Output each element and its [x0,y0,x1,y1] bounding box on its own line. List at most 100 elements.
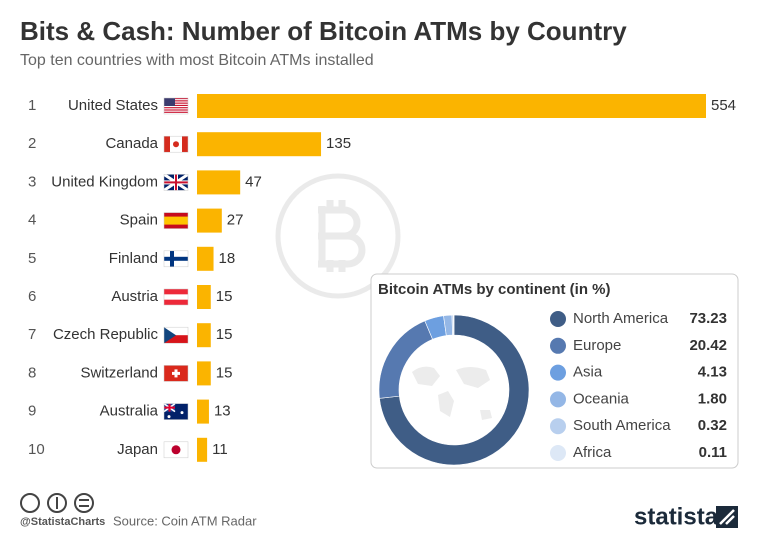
legend-label: South America [573,417,671,434]
value-label: 47 [245,173,262,190]
source: Source: Coin ATM Radar [113,513,257,528]
bar [197,285,211,309]
category-label: Czech Republic [53,326,159,343]
flag-part [164,406,175,409]
flag [163,441,189,459]
flag-part [164,111,188,113]
flag-border [163,365,189,382]
legend-label: Oceania [573,390,630,407]
rank-label: 4 [28,212,36,229]
flag-part [171,445,181,455]
bar [197,94,706,118]
flag [163,212,189,229]
value-label: 11 [212,441,228,458]
rank-label: 7 [28,326,36,343]
flag [163,365,189,382]
chart-title: Bits & Cash: Number of Bitcoin ATMs by C… [20,16,627,46]
flag-part [164,100,188,102]
bar [197,132,322,157]
legend-value: 1.80 [698,390,727,407]
rank-label: 5 [28,250,36,267]
donut-segment [453,314,455,336]
flag-border [163,250,189,268]
bitcoin-watermark [275,173,401,299]
category-label: United States [68,97,158,114]
category-label: Austria [111,288,158,305]
flag-border [163,212,189,229]
legend-value: 4.13 [698,364,727,381]
flag-part [164,327,176,344]
flag-part [173,141,179,148]
flag [163,135,189,153]
flag-part [164,107,188,109]
legend-value: 20.42 [689,337,727,354]
flag [163,173,189,192]
legend-marker [550,364,566,381]
flag-border [163,403,189,420]
bar [197,437,208,462]
legend-label: Africa [573,444,612,461]
flag [163,288,189,306]
flag [163,402,189,420]
flag-part [164,136,170,153]
bar [197,246,214,271]
bar [197,361,211,386]
flag-part [172,371,180,375]
flag-border [163,441,189,459]
flag-part [164,102,188,104]
category-label: Spain [120,212,158,229]
bar [197,399,209,424]
legend-value: 0.32 [698,417,727,434]
flag-border [163,288,189,306]
flag [163,97,189,115]
category-label: Finland [109,250,158,267]
legend-label: North America [573,310,669,327]
flag-border [163,97,189,115]
flag-part [164,104,188,106]
logo: statista [634,503,719,530]
flag-part [164,98,188,100]
flag-part [167,415,171,419]
legend-marker [550,418,566,435]
bar [197,323,211,348]
legend-label: Asia [573,364,603,381]
legend-marker [550,311,566,327]
category-label: Australia [100,403,159,420]
flag-part [164,335,188,344]
rank-label: 1 [28,97,36,114]
legend-value: 73.23 [689,310,727,327]
value-label: 18 [219,250,236,267]
rank-label: 10 [28,441,45,458]
flag-part [164,294,188,300]
bar [197,208,222,233]
rank-label: 8 [28,364,36,381]
footer: @StatistaCharts Source: Coin ATM Radar s… [20,493,738,530]
inset-title: Bitcoin ATMs by continent (in %) [378,281,611,298]
flag [163,326,189,344]
chart-subtitle: Top ten countries with most Bitcoin ATMs… [20,52,374,69]
donut-segment [379,314,530,466]
flag-part [180,411,184,415]
flag [163,250,189,268]
flag-part [182,136,188,153]
rank-label: 3 [28,173,36,190]
legend-marker [550,337,566,354]
category-label: Canada [105,135,158,152]
legend-marker [550,391,566,408]
flag-border [163,174,189,191]
rank-label: 9 [28,403,36,420]
flag-part [164,109,188,111]
flag-part [164,98,175,106]
value-label: 15 [216,288,233,305]
world-map [412,366,492,420]
flag-part [164,216,188,225]
value-label: 15 [216,364,233,381]
value-label: 135 [326,135,351,152]
value-label: 13 [214,403,231,420]
legend-value: 0.11 [699,444,727,461]
flag-border [163,135,189,153]
legend-label: Europe [573,337,621,354]
category-label: United Kingdom [51,173,158,190]
value-label: 15 [216,326,233,343]
